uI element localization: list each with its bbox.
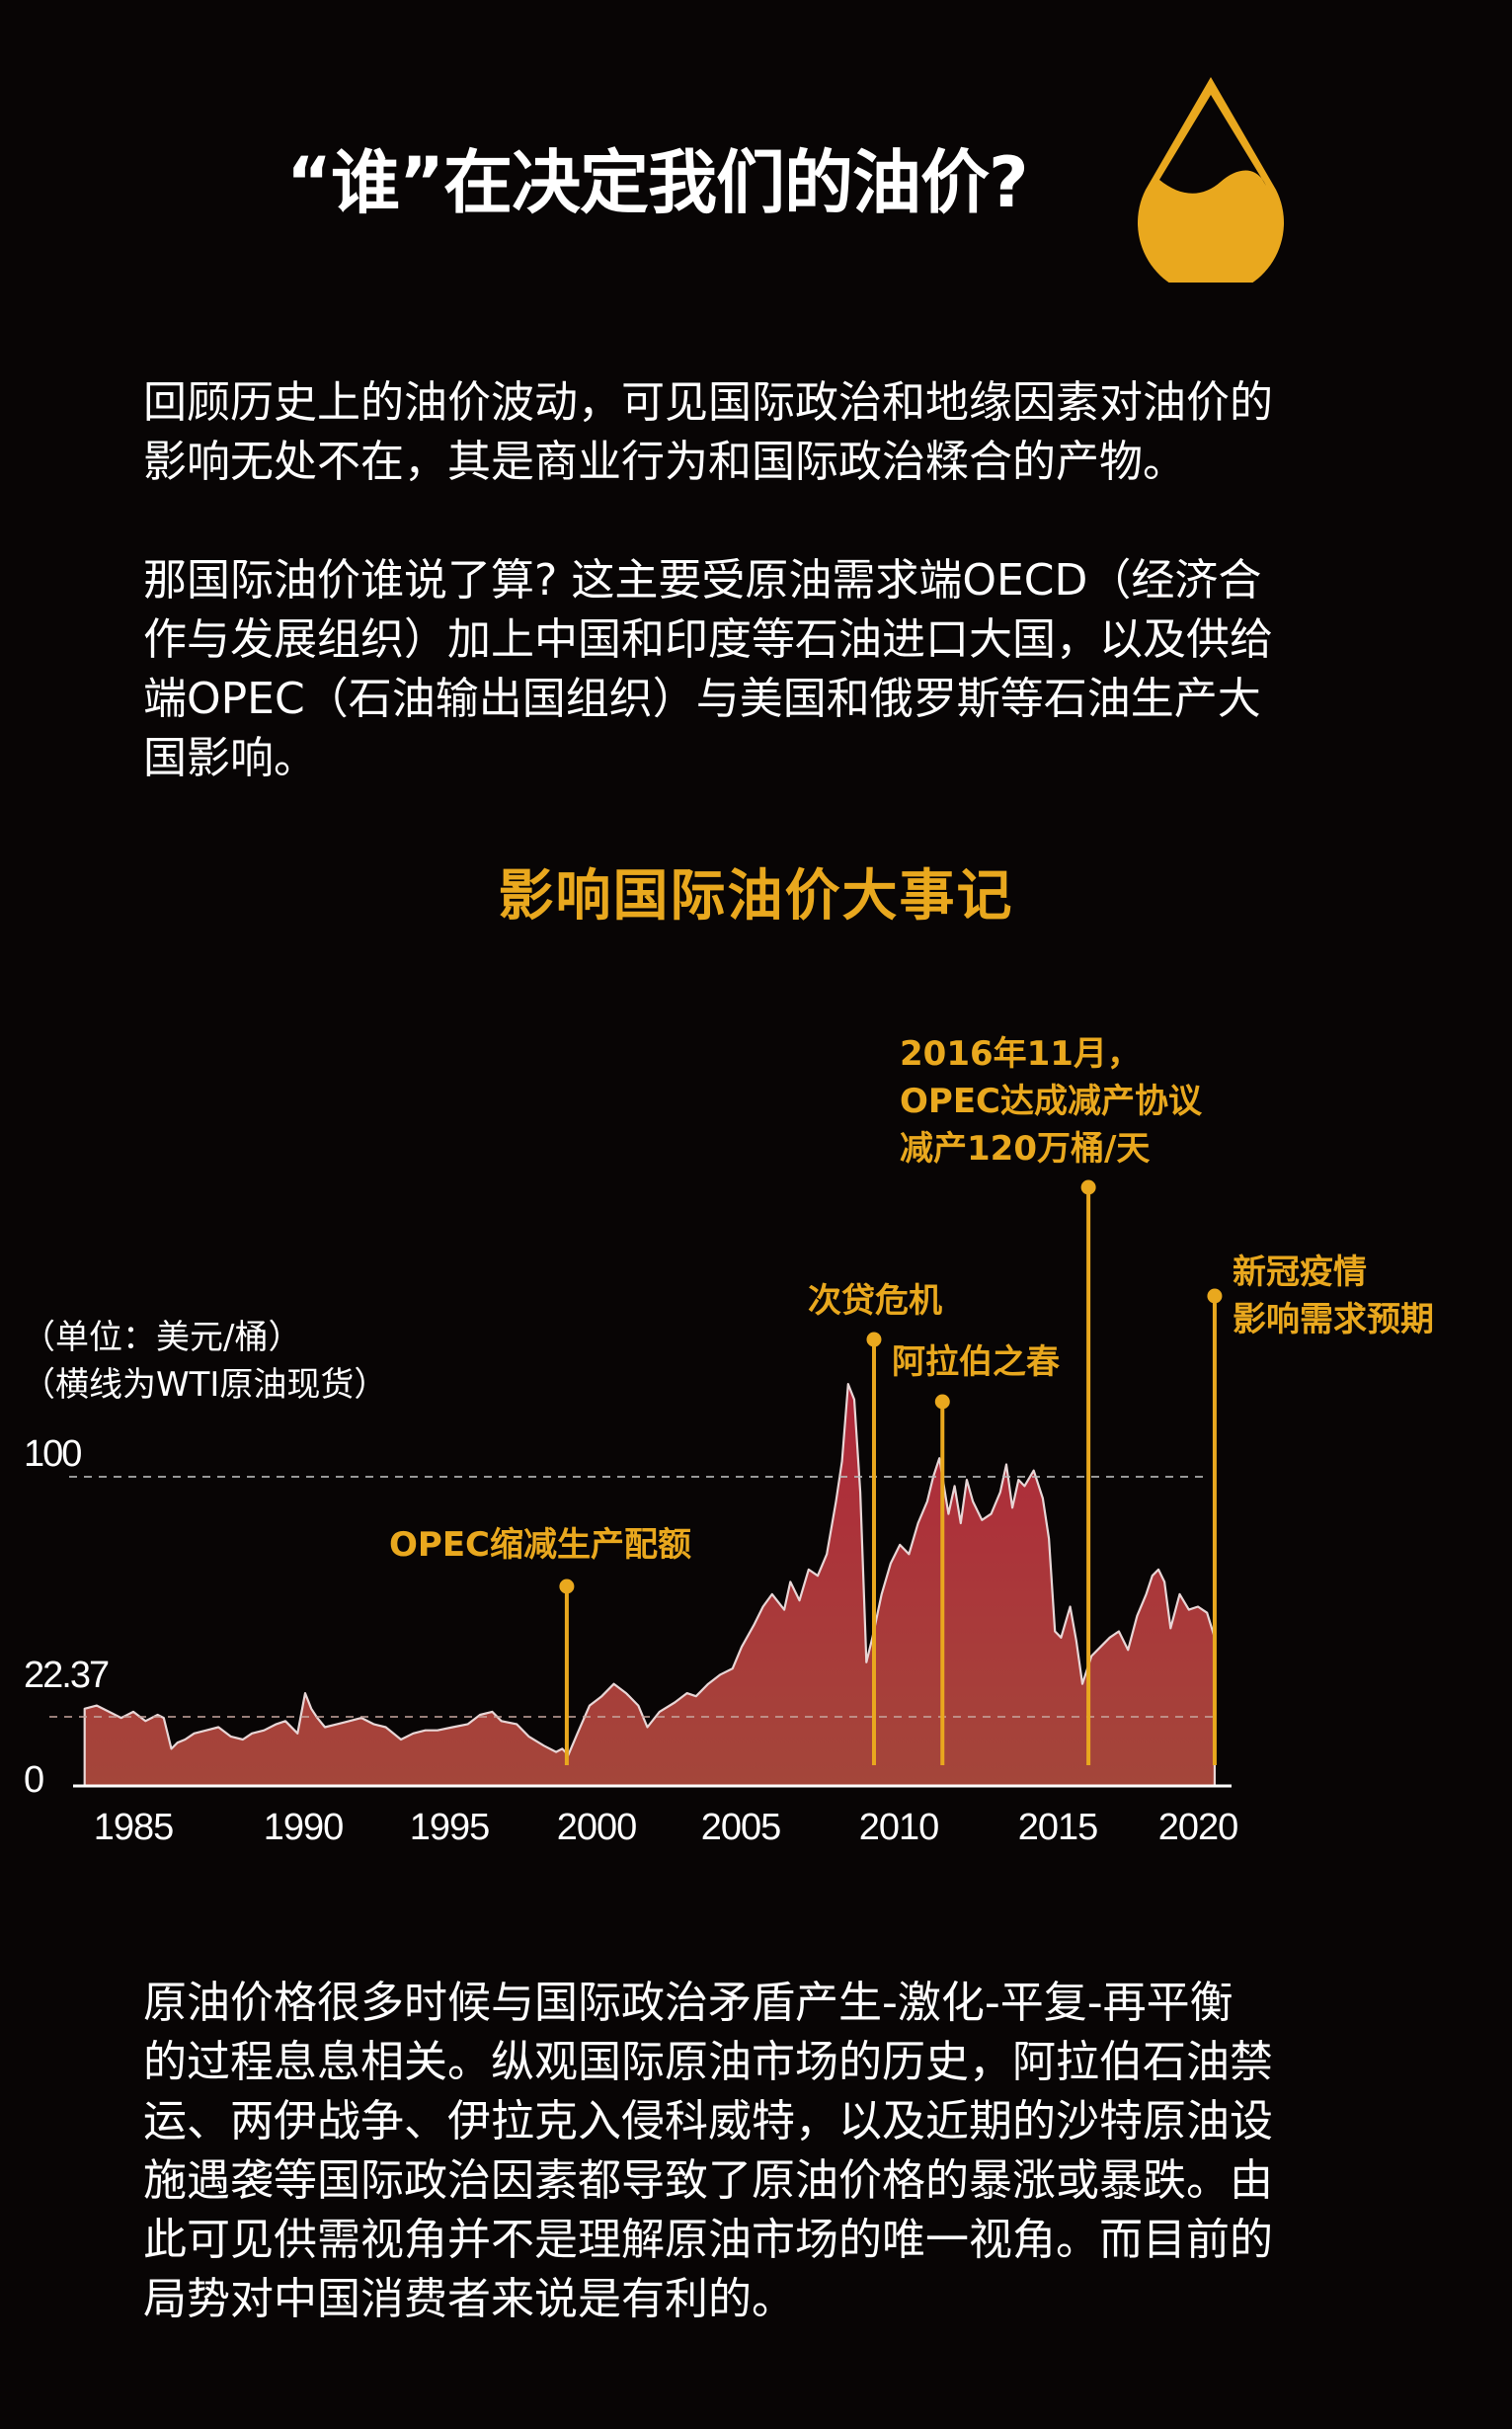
text-line: 作与发展组织）加上中国和印度等石油进口大国，以及供给 [143,614,1273,665]
y-tick-22-37: 22.37 [24,1655,110,1696]
text-line: 运、两伊战争、伊拉克入侵科威特，以及近期的沙特原油设 [143,2096,1273,2146]
x-tick-2020: 2020 [1157,1807,1239,1848]
event-dot [1080,1179,1096,1195]
x-tick-2015: 2015 [1017,1807,1099,1848]
conclusion-paragraph: 原油价格很多时候与国际政治矛盾产生-激化-平复-再平衡 的过程息息相关。纵观国际… [143,1974,1388,2329]
page-title: “谁”在决定我们的油价? [286,142,1029,223]
event-label-covid: 新冠疫情 影响需求预期 [1233,1249,1434,1343]
event-label-subprime: 次贷危机 [808,1281,942,1321]
reference-line-note: （横线为WTI原油现货） [22,1365,388,1405]
event-dot [1207,1288,1223,1304]
chart-unit-labels: （单位：美元/桶） （横线为WTI原油现货） [22,1314,387,1409]
text-line: 此可见供需视角并不是理解原油市场的唯一视角。而目前的 [143,2215,1273,2265]
text-line: 那国际油价谁说了算? 这主要受原油需求端OECD（经济合 [143,555,1262,606]
x-tick-1990: 1990 [263,1807,345,1848]
event-label-arab-spring: 阿拉伯之春 [892,1342,1060,1382]
text-line: 回顾历史上的油价波动，可见国际政治和地缘因素对油价的 [143,377,1273,428]
y-tick-0: 0 [24,1759,44,1801]
y-tick-100: 100 [24,1433,82,1475]
x-tick-1985: 1985 [93,1807,175,1848]
oil-drop-icon [1138,77,1284,283]
event-label-opec-2016: 2016年11月， OPEC达成减产协议 减产120万桶/天 [900,1030,1202,1173]
event-label-opec-quota: OPEC缩减生产配额 [389,1525,691,1565]
event-dot [866,1332,882,1347]
text-line: 的过程息息相关。纵观国际原油市场的历史，阿拉伯石油禁 [143,2037,1273,2087]
x-tick-2005: 2005 [700,1807,782,1848]
unit-label: （单位：美元/桶） [22,1318,302,1357]
event-label-line: OPEC达成减产协议 [900,1082,1202,1121]
text-line: 端OPEC（石油输出国组织）与美国和俄罗斯等石油生产大 [143,674,1261,724]
x-tick-2010: 2010 [858,1807,940,1848]
event-dot [934,1394,950,1410]
text-line: 国影响。 [143,733,317,783]
event-label-line: 新冠疫情 [1233,1253,1367,1292]
text-line: 影响无处不在，其是商业行为和国际政治糅合的产物。 [143,437,1186,487]
event-dot [559,1579,575,1594]
text-line: 局势对中国消费者来说是有利的。 [143,2274,795,2324]
intro-paragraph-1: 回顾历史上的油价波动，可见国际政治和地缘因素对油价的 影响无处不在，其是商业行为… [143,373,1388,492]
x-tick-2000: 2000 [556,1807,638,1848]
event-label-line: 2016年11月， [900,1034,1141,1074]
event-markers [559,1179,1223,1765]
text-line: 施遇袭等国际政治因素都导致了原油价格的暴涨或暴跌。由 [143,2155,1273,2206]
text-line: 原油价格很多时候与国际政治矛盾产生-激化-平复-再平衡 [143,1978,1233,2028]
price-line [83,1383,1216,1786]
event-label-line: 减产120万桶/天 [900,1129,1151,1169]
chart-title: 影响国际油价大事记 [498,864,1014,929]
intro-paragraph-2: 那国际油价谁说了算? 这主要受原油需求端OECD（经济合 作与发展组织）加上中国… [143,551,1388,788]
x-tick-1995: 1995 [409,1807,491,1848]
event-label-line: 影响需求预期 [1233,1300,1434,1339]
